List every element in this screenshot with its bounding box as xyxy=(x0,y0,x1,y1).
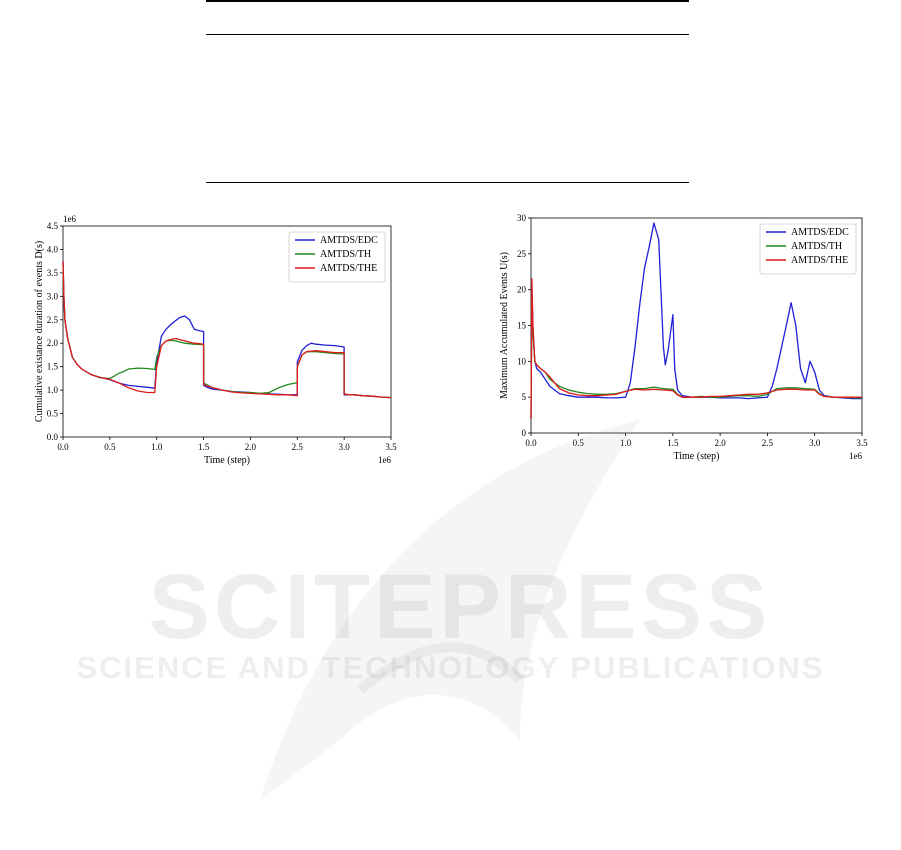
plot-frame xyxy=(62,225,392,438)
top-rule xyxy=(206,0,689,2)
x-tick-label: 1.0 xyxy=(151,442,163,452)
y-tick-label: 4.0 xyxy=(47,244,59,254)
y-tick-label: 15 xyxy=(517,321,527,331)
x-tick-label: 3.5 xyxy=(385,442,397,452)
legend-box xyxy=(759,223,857,275)
y-tick-label: 0.5 xyxy=(47,409,59,419)
y-tick-label: 1.5 xyxy=(47,362,59,372)
y-tick-label: 3.5 xyxy=(47,268,59,278)
x-axis-label: Time (step) xyxy=(673,451,719,462)
watermark-subtitle: SCIENCE AND TECHNOLOGY PUBLICATIONS xyxy=(76,650,825,685)
y-tick-label: 10 xyxy=(517,356,527,366)
y-tick-label: 4.5 xyxy=(47,221,59,231)
x-tick-label: 1.5 xyxy=(198,442,210,452)
x-tick-label: 2.5 xyxy=(292,442,304,452)
accumulated-events-chart: 0.0 0.5 1.0 1.5 2.0 2.5 3.0 3.5 0 5 10 15 20 25 30 1e6 T… xyxy=(499,213,868,462)
legend-label-2: AMTDS/TH xyxy=(791,241,842,252)
series-line-1 xyxy=(530,222,862,419)
duration-chart: 0.0 0.5 1.0 1.5 2.0 2.5 3.0 3.5 0.0 0.5 1.0 1.5 2.0 2… xyxy=(34,214,397,466)
x-tick-label: 2.5 xyxy=(762,438,774,448)
series-line-2 xyxy=(62,263,392,399)
header-rule xyxy=(206,34,689,35)
series-line-2 xyxy=(530,296,862,419)
y-tick-label: 1.0 xyxy=(47,385,59,395)
x-tick-label: 0.5 xyxy=(104,442,116,452)
x-axis-label: Time (step) xyxy=(204,455,250,466)
y-tick-label: 0.0 xyxy=(47,432,59,442)
y-axis-label: Cumulative existance duration of events … xyxy=(34,241,45,422)
x-tick-label: 0.0 xyxy=(57,442,69,452)
series-line-3 xyxy=(530,278,862,419)
x-tick-label: 3.0 xyxy=(809,438,821,448)
legend-label-1: AMTDS/EDC xyxy=(320,235,378,246)
x-tick-label: 1.5 xyxy=(667,438,679,448)
bottom-rule xyxy=(206,182,689,183)
x-multiplier-label: 1e6 xyxy=(378,455,391,465)
x-tick-label: 3.5 xyxy=(856,438,868,448)
x-tick-label: 2.0 xyxy=(245,442,257,452)
y-tick-label: 0 xyxy=(522,428,527,438)
x-tick-label: 0.0 xyxy=(525,438,537,448)
x-tick-label: 2.0 xyxy=(715,438,727,448)
y-axis-label: Maximum Accumulated Events U(s) xyxy=(499,252,510,399)
legend-label-3: AMTDS/THE xyxy=(791,255,848,266)
x-multiplier-label: 1e6 xyxy=(849,451,862,461)
watermark-title: SCITEPRESS xyxy=(148,556,772,658)
x-tick-label: 0.5 xyxy=(573,438,585,448)
legend-label-3: AMTDS/THE xyxy=(320,263,377,274)
y-tick-label: 25 xyxy=(517,249,527,259)
y-tick-label: 3.0 xyxy=(47,291,59,301)
y-tick-label: 20 xyxy=(517,285,527,295)
legend-label-2: AMTDS/TH xyxy=(320,249,371,260)
legend-label-1: AMTDS/EDC xyxy=(791,227,849,238)
y-multiplier-label: 1e6 xyxy=(63,214,76,224)
y-tick-label: 30 xyxy=(517,213,527,223)
x-tick-label: 3.0 xyxy=(339,442,351,452)
x-tick-label: 1.0 xyxy=(620,438,632,448)
y-tick-label: 5 xyxy=(522,392,527,402)
legend-box xyxy=(288,231,386,283)
y-tick-label: 2.0 xyxy=(47,338,59,348)
series-line-3 xyxy=(62,261,392,399)
y-tick-label: 2.5 xyxy=(47,315,59,325)
